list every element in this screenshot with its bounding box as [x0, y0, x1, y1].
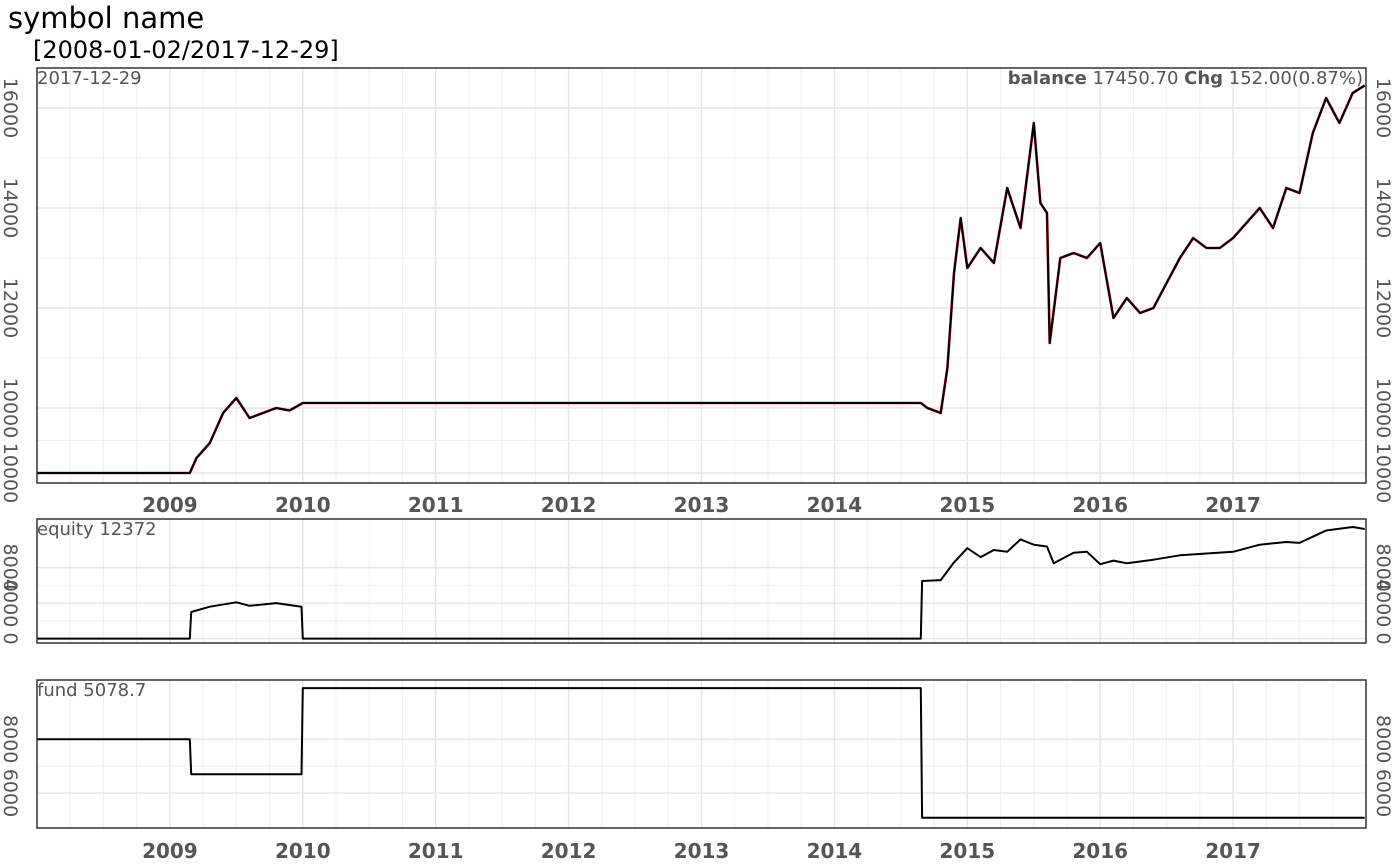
y-tick-label-left: 4000	[0, 579, 21, 627]
x-tick-label: 2014	[807, 493, 863, 517]
chart-title: symbol name	[8, 1, 204, 35]
x-tick-label: 2017	[1205, 839, 1261, 863]
y-tick-label-left: 16000	[0, 78, 21, 138]
panel-frame	[36, 518, 1367, 644]
x-tick-label: 2014	[807, 839, 863, 863]
panel-frame	[36, 679, 1367, 829]
panel-label: fund 5078.7	[37, 680, 146, 701]
x-tick-label: 2010	[275, 493, 331, 517]
series-line	[37, 84, 1366, 474]
y-tick-label-right: 4000	[1372, 579, 1394, 627]
panel-label: 2017-12-29	[37, 68, 142, 89]
x-tick-label: 2012	[541, 839, 597, 863]
panel-balance: 2017-12-29 balance 17450.70 Chg 152.00(0.…	[0, 67, 1394, 503]
y-tick-label-left: 10000	[0, 378, 21, 438]
x-tick-label: 2017	[1205, 493, 1261, 517]
x-tick-label: 2015	[939, 493, 995, 517]
y-tick-label-right: 14000	[1372, 178, 1394, 238]
y-tick-label-right: 10000	[1372, 378, 1394, 438]
panel-frame	[36, 67, 1367, 484]
x-tick-label: 2009	[142, 493, 198, 517]
x-tick-label: 2011	[408, 493, 464, 517]
x-tick-label: 2013	[674, 839, 730, 863]
y-tick-label-left: 12000	[0, 278, 21, 338]
y-tick-label-left: 8000	[0, 544, 21, 592]
x-tick-label: 2016	[1072, 839, 1128, 863]
panel-fund: fund 5078.7 8000 8000 6000 6000	[0, 679, 1394, 829]
y-tick-label-right: 10000	[1372, 443, 1394, 503]
y-tick-label-left: 10000	[0, 443, 21, 503]
y-tick-label-right: 16000	[1372, 78, 1394, 138]
x-tick-label: 2010	[275, 839, 331, 863]
panel-label: equity 12372	[37, 519, 157, 540]
y-tick-label-right: 8000	[1372, 544, 1394, 592]
y-tick-label-left: 0	[0, 633, 21, 645]
x-tick-label: 2009	[142, 839, 198, 863]
chart-subtitle: [2008-01-02/2017-12-29]	[33, 36, 339, 64]
legend-text: balance 17450.70 Chg 152.00(0.87%)	[1008, 68, 1363, 89]
x-tick-label: 2012	[541, 493, 597, 517]
x-axis-top: 2009 2010 2011 2012 2013 2014 2015 2016 2017	[142, 493, 1261, 517]
series-line	[37, 687, 1365, 819]
y-tick-label-left: 14000	[0, 178, 21, 238]
y-tick-label-right: 8000	[1372, 715, 1394, 763]
y-tick-label-right: 6000	[1372, 769, 1394, 817]
y-tick-label-left: 8000	[0, 715, 21, 763]
y-tick-label-left: 6000	[0, 769, 21, 817]
x-tick-label: 2015	[939, 839, 995, 863]
series-line	[37, 526, 1365, 640]
y-tick-label-right: 0	[1372, 633, 1394, 645]
y-tick-label-right: 12000	[1372, 278, 1394, 338]
x-tick-label: 2013	[674, 493, 730, 517]
x-tick-label: 2011	[408, 839, 464, 863]
x-tick-label: 2016	[1072, 493, 1128, 517]
x-axis-bottom: 2009 2010 2011 2012 2013 2014 2015 2016 2017	[142, 839, 1261, 863]
